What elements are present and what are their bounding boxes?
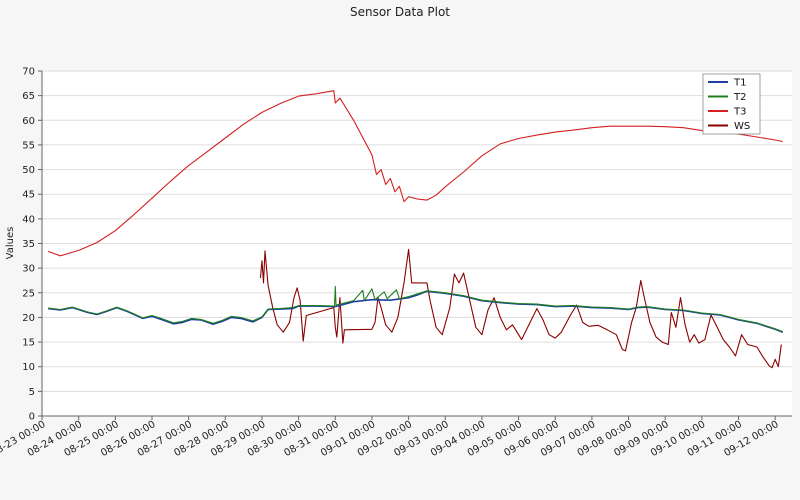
legend-label-t1: T1 bbox=[733, 78, 746, 89]
legend-box bbox=[702, 73, 761, 135]
grid-lines bbox=[42, 70, 792, 392]
legend-label-t3: T3 bbox=[733, 107, 746, 118]
y-tick-label: 55 bbox=[22, 140, 35, 151]
series-layer bbox=[47, 90, 784, 369]
y-tick-label: 70 bbox=[22, 67, 35, 78]
series-line-t2 bbox=[48, 285, 783, 333]
y-tick-label: 10 bbox=[22, 362, 35, 373]
y-tick-label: 30 bbox=[22, 264, 35, 275]
y-tick-label: 45 bbox=[22, 190, 35, 201]
y-tick-label: 20 bbox=[22, 313, 35, 324]
y-tick-label: 65 bbox=[22, 91, 35, 102]
y-tick-label: 15 bbox=[22, 338, 35, 349]
legend-label-ws: WS bbox=[734, 121, 750, 132]
chart-legend: T1 T2 T3 WS bbox=[702, 73, 761, 135]
series-line-t3 bbox=[47, 90, 783, 257]
y-tick-label: 50 bbox=[22, 165, 35, 176]
y-tick-label: 5 bbox=[29, 387, 35, 398]
y-tick-label: 25 bbox=[22, 288, 35, 299]
y-axis-ticks: 0 5 10 15 20 25 30 35 40 45 50 55 60 65 70 bbox=[22, 67, 42, 423]
legend-label-t2: T2 bbox=[733, 92, 746, 103]
series-line-ws bbox=[259, 248, 782, 369]
chart-title: Sensor Data Plot bbox=[350, 5, 450, 19]
y-axis-label: Values bbox=[5, 227, 16, 260]
y-tick-label: 60 bbox=[22, 116, 35, 127]
y-tick-label: 35 bbox=[22, 239, 35, 250]
y-tick-label: 0 bbox=[29, 412, 35, 423]
y-tick-label: 40 bbox=[22, 214, 35, 225]
